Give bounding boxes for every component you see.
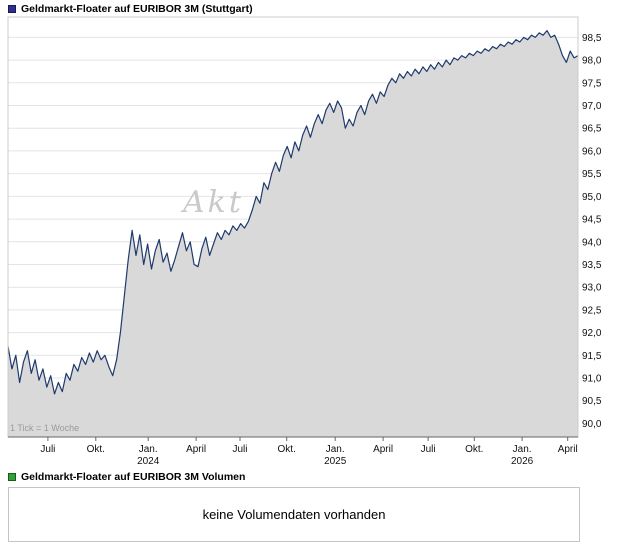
- price-area: [8, 30, 578, 437]
- x-tick-label: Jan.: [513, 444, 532, 455]
- y-tick-label: 92,0: [582, 328, 602, 339]
- y-tick-label: 94,5: [582, 215, 602, 226]
- y-tick-label: 96,5: [582, 124, 602, 135]
- x-tick-year: 2024: [137, 456, 160, 467]
- y-tick-label: 90,0: [582, 419, 602, 430]
- tick-note: 1 Tick = 1 Woche: [10, 423, 79, 433]
- y-tick-label: 97,5: [582, 78, 602, 89]
- x-tick-label: Jan.: [139, 444, 158, 455]
- x-tick-year: 2026: [511, 456, 534, 467]
- volume-legend-icon: [8, 473, 16, 481]
- price-line: [7, 30, 579, 395]
- price-chart-header: Geldmarkt-Floater auf EURIBOR 3M (Stuttg…: [8, 3, 253, 15]
- x-tick-label: April: [186, 444, 206, 455]
- x-tick-label: Juli: [421, 444, 436, 455]
- y-tick-label: 96,0: [582, 146, 602, 157]
- y-tick-label: 93,0: [582, 283, 602, 294]
- x-tick-label: Juli: [232, 444, 247, 455]
- x-tick-label: Okt.: [465, 444, 483, 455]
- volume-empty-message: keine Volumendaten vorhanden: [202, 507, 386, 522]
- y-tick-label: 93,5: [582, 260, 602, 271]
- y-tick-label: 95,0: [582, 192, 602, 203]
- x-tick-label: Okt.: [87, 444, 105, 455]
- volume-chart-header: Geldmarkt-Floater auf EURIBOR 3M Volumen: [8, 471, 245, 483]
- watermark: Akt: [180, 185, 244, 220]
- y-tick-label: 95,5: [582, 169, 602, 180]
- y-tick-label: 90,5: [582, 396, 602, 407]
- y-tick-label: 91,0: [582, 374, 602, 385]
- x-tick-label: Okt.: [278, 444, 296, 455]
- x-tick-year: 2025: [324, 456, 347, 467]
- x-tick-label: April: [373, 444, 393, 455]
- y-tick-label: 98,5: [582, 33, 602, 44]
- y-tick-label: 91,5: [582, 351, 602, 362]
- y-tick-label: 92,5: [582, 305, 602, 316]
- y-tick-label: 97,0: [582, 101, 602, 112]
- y-tick-label: 94,0: [582, 237, 602, 248]
- price-chart: Akt 90,0 90,5 91,0 91,5 92,0 92,5 93,0 93,5 94,0 9…: [7, 16, 602, 467]
- volume-chart-title: Geldmarkt-Floater auf EURIBOR 3M Volumen: [21, 471, 246, 483]
- x-tick-label: April: [558, 444, 578, 455]
- x-tick-label: Jan.: [326, 444, 345, 455]
- price-legend-icon: [8, 5, 16, 13]
- y-tick-label: 98,0: [582, 56, 602, 67]
- price-chart-title: Geldmarkt-Floater auf EURIBOR 3M (Stuttg…: [21, 3, 253, 15]
- volume-empty-panel: keine Volumendaten vorhanden: [8, 487, 580, 542]
- x-tick-label: Juli: [40, 444, 55, 455]
